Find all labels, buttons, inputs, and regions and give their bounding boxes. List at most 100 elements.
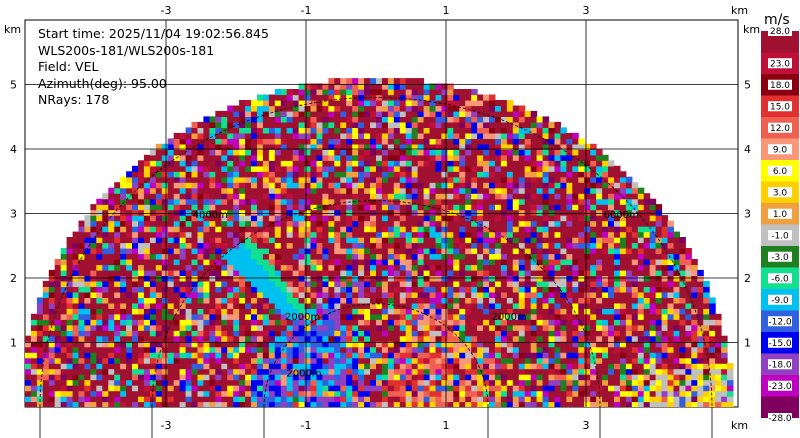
velocity-cell <box>48 341 56 348</box>
velocity-cell <box>459 100 466 107</box>
velocity-cell <box>102 275 109 282</box>
velocity-cell <box>590 226 597 233</box>
velocity-cell <box>489 379 496 386</box>
velocity-cell <box>465 160 472 167</box>
velocity-cell <box>358 280 365 287</box>
velocity-cell <box>358 127 365 134</box>
velocity-cell <box>316 302 323 309</box>
velocity-cell <box>393 121 401 128</box>
velocity-cell <box>399 275 407 282</box>
velocity-cell <box>548 154 555 161</box>
velocity-cell <box>429 209 436 216</box>
velocity-cell <box>334 89 341 96</box>
velocity-cell <box>459 193 466 200</box>
velocity-cell <box>584 204 591 211</box>
velocity-cell <box>251 346 258 353</box>
velocity-cell <box>203 204 210 211</box>
velocity-cell <box>381 374 389 381</box>
velocity-cell <box>227 363 234 370</box>
velocity-cell <box>489 319 496 326</box>
velocity-cell <box>316 324 323 331</box>
velocity-cell <box>298 253 306 260</box>
velocity-cell <box>399 385 407 392</box>
velocity-cell <box>447 280 454 287</box>
velocity-cell <box>572 259 579 266</box>
velocity-cell <box>411 105 419 112</box>
velocity-cell <box>304 401 312 407</box>
velocity-cell <box>387 346 395 353</box>
velocity-cell <box>251 171 258 178</box>
velocity-cell <box>54 297 62 304</box>
velocity-cell <box>465 165 472 172</box>
velocity-cell <box>381 127 389 134</box>
velocity-cell <box>66 242 74 249</box>
velocity-cell <box>280 160 288 167</box>
velocity-cell <box>233 187 240 194</box>
velocity-cell <box>322 127 329 134</box>
velocity-cell <box>239 154 246 161</box>
velocity-cell <box>274 313 282 320</box>
velocity-cell <box>209 143 216 150</box>
velocity-cell <box>108 335 115 342</box>
velocity-cell <box>495 341 502 348</box>
velocity-cell <box>453 324 460 331</box>
velocity-cell <box>506 116 514 123</box>
velocity-cell <box>179 165 187 172</box>
velocity-cell <box>506 275 514 282</box>
velocity-cell <box>292 165 300 172</box>
velocity-cell <box>251 215 258 222</box>
velocity-cell <box>292 346 300 353</box>
velocity-cell <box>262 138 270 145</box>
velocity-cell <box>483 363 490 370</box>
velocity-cell <box>292 374 300 381</box>
velocity-cell <box>352 401 359 407</box>
velocity-cell <box>381 341 389 348</box>
velocity-cell <box>489 154 496 161</box>
velocity-cell <box>417 220 425 227</box>
velocity-cell <box>268 187 276 194</box>
velocity-cell <box>495 357 502 364</box>
velocity-cell <box>209 291 216 298</box>
velocity-cell <box>530 335 538 342</box>
velocity-cell <box>322 105 329 112</box>
velocity-cell <box>167 363 175 370</box>
velocity-cell <box>280 264 288 271</box>
velocity-cell <box>286 121 294 128</box>
velocity-cell <box>227 280 234 287</box>
velocity-cell <box>578 198 585 205</box>
velocity-cell <box>114 286 121 293</box>
velocity-cell <box>155 149 163 156</box>
velocity-cell <box>495 269 502 276</box>
velocity-cell <box>393 346 401 353</box>
velocity-cell <box>524 220 532 227</box>
velocity-cell <box>102 248 109 255</box>
velocity-cell <box>512 374 520 381</box>
velocity-cell <box>328 248 335 255</box>
velocity-cell <box>590 171 597 178</box>
velocity-cell <box>138 226 145 233</box>
velocity-cell <box>572 368 579 375</box>
velocity-cell <box>185 319 193 326</box>
velocity-cell <box>572 396 579 403</box>
velocity-cell <box>542 198 550 205</box>
velocity-cell <box>429 286 436 293</box>
velocity-cell <box>530 138 538 145</box>
velocity-cell <box>262 308 270 315</box>
velocity-cell <box>245 143 252 150</box>
velocity-cell <box>447 171 454 178</box>
velocity-cell <box>203 121 210 128</box>
velocity-cell <box>274 352 282 359</box>
velocity-cell <box>191 242 198 249</box>
velocity-cell <box>262 379 270 386</box>
velocity-cell <box>245 374 252 381</box>
velocity-cell <box>120 401 127 407</box>
velocity-cell <box>411 165 419 172</box>
velocity-cell <box>518 193 526 200</box>
velocity-cell <box>185 182 193 189</box>
velocity-cell <box>203 368 210 375</box>
velocity-cell <box>191 390 198 397</box>
velocity-cell <box>352 83 359 90</box>
velocity-cell <box>274 330 282 337</box>
velocity-cell <box>477 204 484 211</box>
velocity-cell <box>221 313 228 320</box>
